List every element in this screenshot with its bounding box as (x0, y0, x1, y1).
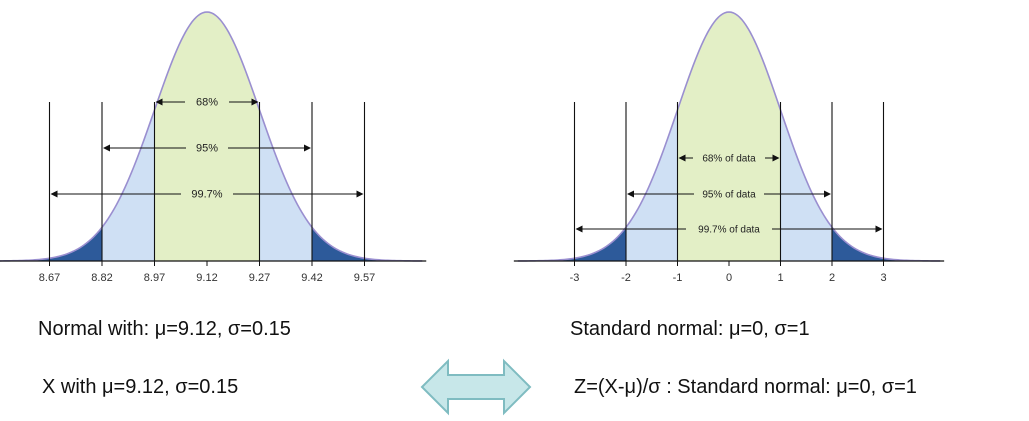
right-band-label: 95% of data (702, 190, 756, 201)
right-band-label: 99.7% of data (698, 225, 760, 236)
right-caption-standard-normal: Standard normal: μ=0, σ=1 (570, 318, 810, 340)
left-band-arrowhead (304, 144, 311, 152)
left-tick-label: 9.12 (196, 272, 217, 284)
left-band-label: 95% (196, 143, 218, 155)
left-band-arrowhead (50, 190, 58, 198)
right-tick-label: 2 (829, 272, 835, 284)
right-right-tail (832, 227, 941, 261)
right-band-arrowhead (875, 225, 883, 233)
left-band-arrowhead (251, 98, 259, 106)
left-band-arrowhead (356, 190, 364, 198)
left-caption-normal: Normal with: μ=9.12, σ=0.15 (38, 318, 291, 340)
right-band-arrowhead (772, 154, 780, 162)
left-normal-curve-chart: 8.67 8.82 8.97 9.12 9.27 9.42 9.57 68% 95% 99.7% (0, 11, 427, 284)
left-band-label: 99.7% (191, 189, 222, 201)
right-tick-label: 3 (880, 272, 886, 284)
left-band-arrowhead (155, 98, 163, 106)
left-left-tail (0, 227, 102, 261)
left-band-arrowhead (103, 144, 110, 152)
left-bell-curve (0, 11, 423, 262)
right-bell-curve (517, 11, 941, 262)
left-center-band (154, 12, 260, 261)
right-tick-label: -3 (570, 272, 580, 284)
right-tick-label: 0 (726, 272, 732, 284)
left-tick-label: 9.57 (354, 272, 375, 284)
left-tick-label: 8.67 (39, 272, 60, 284)
right-tick-label: -1 (673, 272, 683, 284)
left-tick-label: 9.27 (249, 272, 270, 284)
left-tick-label: 8.97 (144, 272, 165, 284)
right-band-arrowhead (627, 190, 634, 198)
right-caption-z-formula: Z=(X-μ)/σ : Standard normal: μ=0, σ=1 (574, 376, 917, 398)
left-caption-x: X with μ=9.12, σ=0.15 (42, 376, 239, 398)
double-headed-arrow-icon (420, 358, 532, 421)
left-band-label: 68% (196, 97, 218, 109)
right-center-band (677, 12, 781, 261)
right-band-arrowhead (824, 190, 831, 198)
right-tick-label: 1 (777, 272, 783, 284)
left-tick-label: 8.82 (91, 272, 112, 284)
right-tick-label: -2 (621, 272, 631, 284)
right-band-arrowhead (575, 225, 583, 233)
right-band-arrowhead (678, 154, 686, 162)
left-right-tail (312, 227, 423, 261)
right-left-tail (517, 227, 626, 261)
right-band-label: 68% of data (702, 154, 756, 165)
right-standard-normal-chart: -3 -2 -1 0 1 2 3 68% of data 95% of data 99.7% of… (513, 11, 945, 284)
left-tick-label: 9.42 (301, 272, 322, 284)
